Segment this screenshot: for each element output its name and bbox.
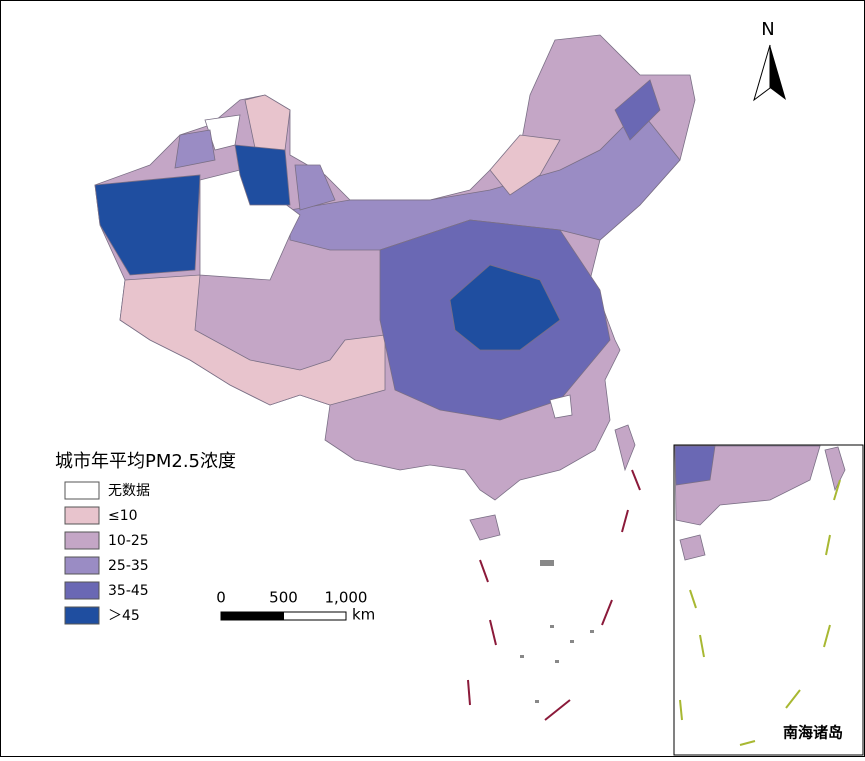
scale-segment: [220, 611, 284, 621]
scale-tick-label: 0: [216, 589, 226, 607]
legend-label: ＞45: [108, 608, 140, 624]
legend-label: 无数据: [108, 483, 150, 499]
north-arrow: N: [753, 19, 786, 102]
region: [294, 164, 336, 211]
legend-title: 城市年平均PM2.5浓度: [55, 451, 236, 472]
region: [449, 264, 561, 351]
boundary-dashes: [679, 479, 841, 746]
region: [94, 174, 201, 276]
region: [679, 534, 706, 561]
region: [824, 446, 846, 492]
legend-swatch: [64, 531, 100, 550]
region: [234, 144, 291, 206]
legend-label: 25-35: [108, 558, 149, 574]
islands: [520, 560, 594, 703]
scale-tick-label: 500: [269, 589, 298, 607]
inset-label: 南海诸岛: [783, 724, 843, 742]
legend-swatch: [64, 506, 100, 525]
region: [174, 129, 216, 169]
region: [119, 274, 386, 406]
arrow-half: [753, 44, 771, 102]
legend-swatch: [64, 606, 100, 625]
arrow-half: [770, 45, 786, 100]
legend-swatch: [64, 481, 100, 500]
region: [244, 94, 291, 151]
legend-label: 35-45: [108, 583, 149, 599]
scale-tick-label: 1,000: [325, 589, 368, 607]
region: [674, 445, 716, 486]
region: [489, 134, 561, 196]
north-label: N: [761, 19, 774, 40]
scale-segment: [283, 611, 347, 621]
legend-swatch: [64, 581, 100, 600]
region: [549, 394, 573, 419]
legend-label: 10-25: [108, 533, 149, 549]
legend-label: ≤10: [108, 508, 138, 524]
china-map: [94, 34, 696, 721]
scale-unit: km: [352, 606, 375, 624]
legend: 无数据 ≤10 10-25 25-35 35-45 ＞45: [64, 481, 150, 625]
region: [469, 514, 501, 541]
region: [289, 109, 681, 251]
region: [614, 424, 636, 472]
boundary-dashes: [467, 469, 641, 721]
legend-swatch: [64, 556, 100, 575]
region: [614, 79, 661, 141]
inset-map: 南海诸岛: [673, 444, 864, 756]
